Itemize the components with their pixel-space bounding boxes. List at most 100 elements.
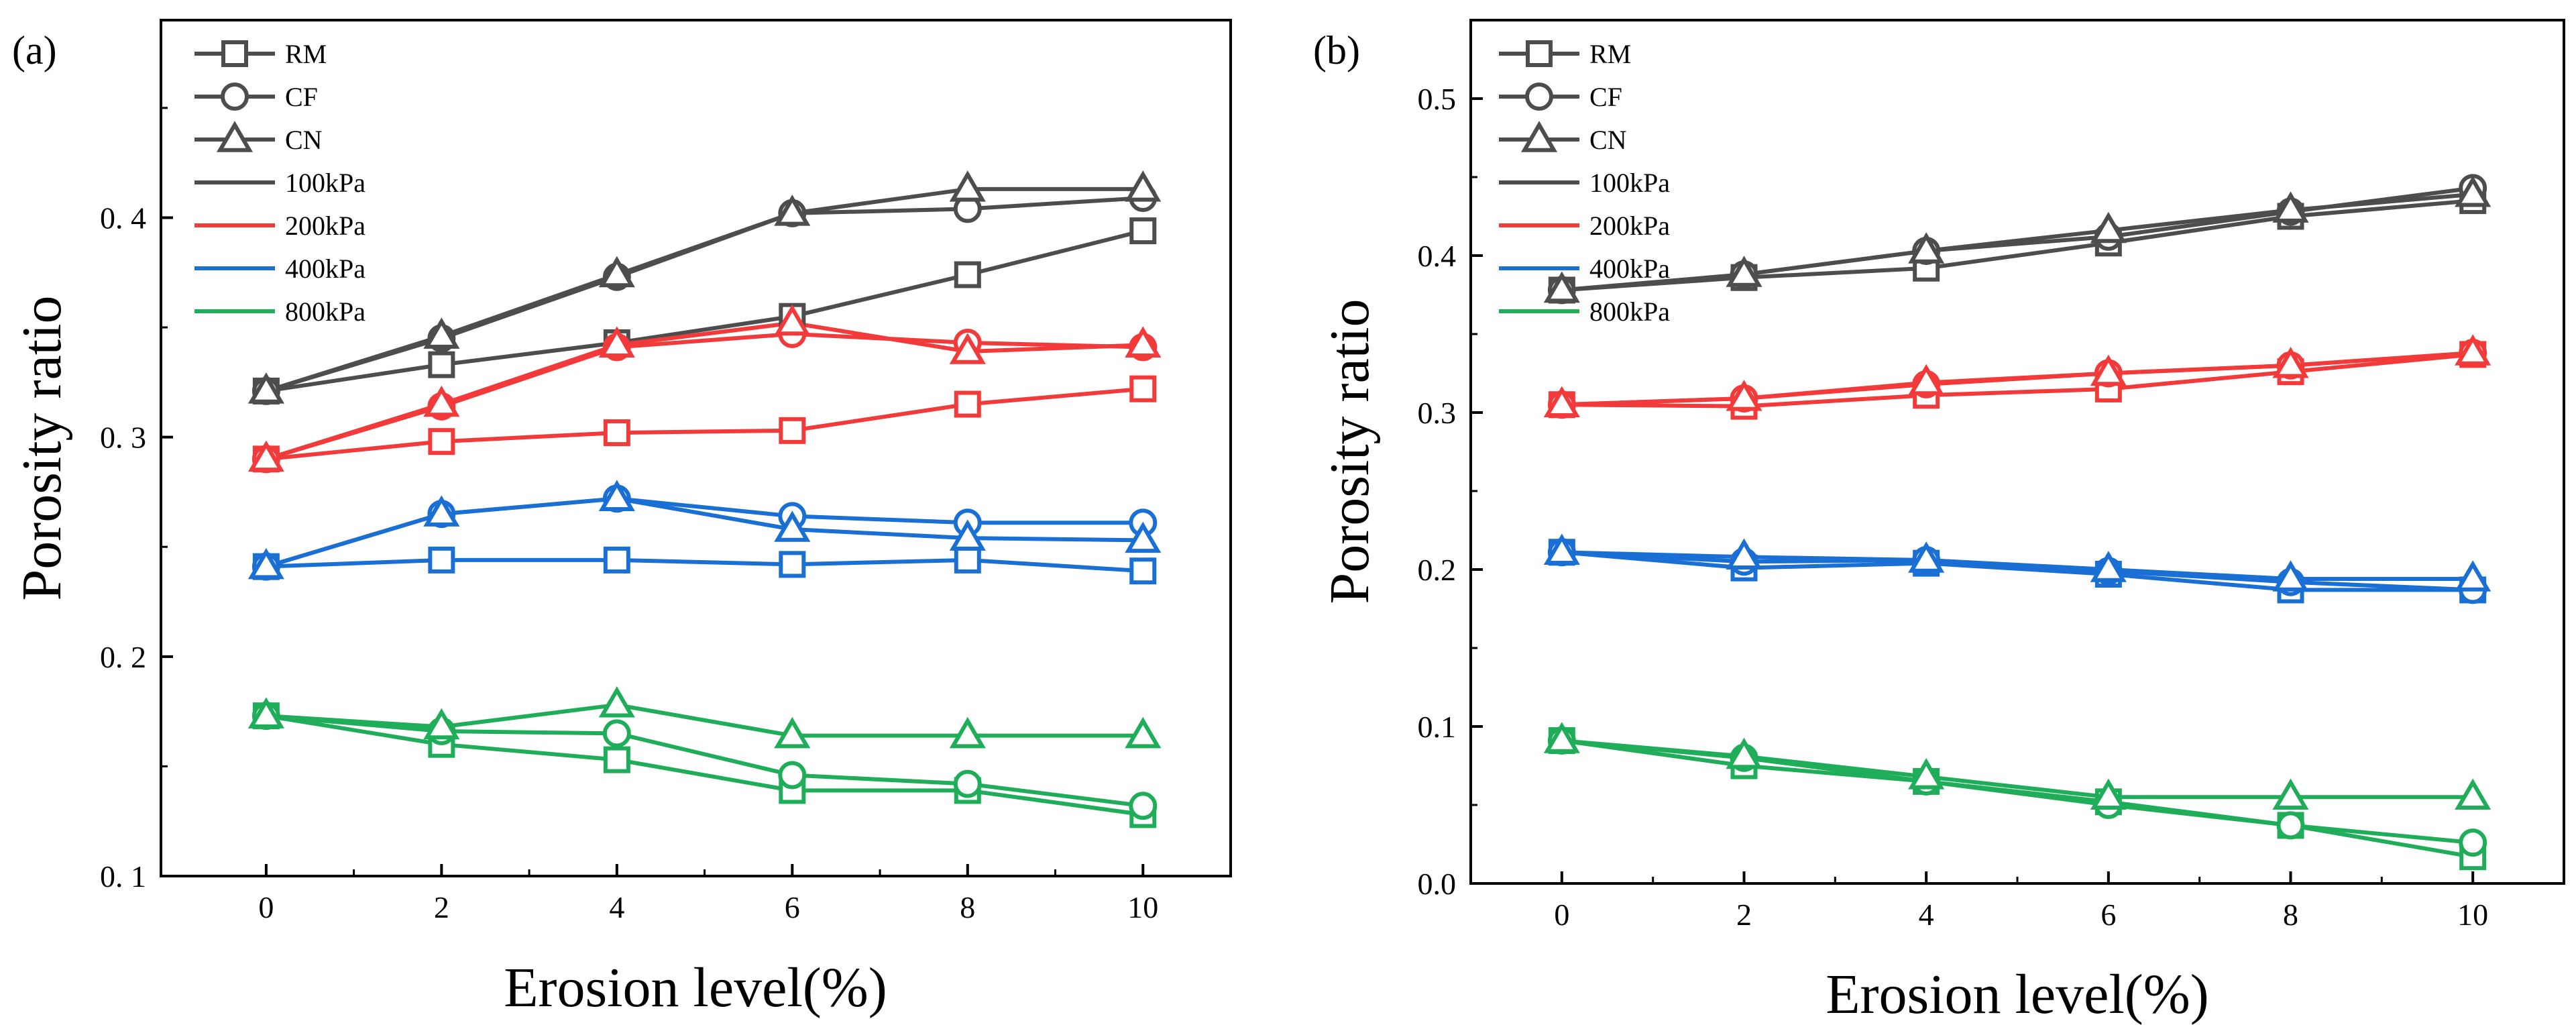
panel-b-xtick-label: 0: [1554, 898, 1569, 932]
panel-b-series-line: [1561, 351, 2473, 407]
panel-b-data-point: [2090, 354, 2127, 386]
panel-a-data-point: [774, 510, 811, 542]
panel-a-data-point: [954, 261, 981, 288]
panel-b-ytick-label: 0.1: [1418, 710, 1457, 744]
panel-a-legend-label: 100kPa: [285, 168, 366, 198]
panel-b-data-point: [1543, 722, 1580, 753]
panel-b: (b) Porosity ratio Erosion level(%) 0 2 4 6…: [1313, 19, 2565, 1026]
panel-a-ytick-label: 0. 1: [100, 859, 146, 894]
panel-a-xtick-label: 10: [1127, 890, 1158, 924]
panel-a-data-point: [603, 419, 630, 447]
panel-a-legend-label: 800kPa: [285, 296, 366, 327]
panel-a-legend-label: 200kPa: [285, 211, 366, 241]
panel-b-data-point: [1726, 380, 1762, 411]
panel-b-data-point: [1543, 386, 1580, 418]
panel-a-data-point: [598, 686, 635, 718]
panel-a-data-point: [598, 256, 635, 288]
panel-b-data-point: [1543, 533, 1580, 565]
panel-b-ytick-label: 0.4: [1418, 239, 1457, 273]
panel-b-xtick-label: 4: [1919, 898, 1934, 932]
panel-b-legend-marker: [1520, 121, 1558, 152]
panel-b-legend-label: CF: [1589, 82, 1622, 112]
panel-a-series-line: [265, 321, 1143, 462]
panel-a-data-point: [1129, 557, 1157, 585]
panel-a-xtick-label: 6: [785, 890, 800, 924]
panel-b-plot-frame: [1469, 19, 2565, 885]
panel-b-data-point: [1908, 541, 1945, 573]
panel-b-legend-label: 200kPa: [1589, 211, 1670, 241]
panel-a-series-line: [266, 702, 1143, 738]
panel-a-data-point: [247, 547, 284, 580]
panel-a-xlabel: Erosion level(%): [504, 957, 887, 1019]
panel-b-data-point: [1908, 232, 1945, 264]
panel-a-data-point: [1129, 375, 1157, 402]
panel-a-data-point: [778, 761, 807, 790]
panel-b-data-point: [2455, 560, 2491, 592]
panel-a-data-point: [1125, 326, 1162, 358]
panel-b-series-line: [1561, 550, 2473, 592]
panel-b-legend-marker: [1525, 83, 1553, 111]
panel-a-data-point: [774, 304, 811, 336]
panel-b-data-point: [2272, 191, 2309, 223]
panel-a-legend-marker: [221, 40, 248, 67]
panel-a-data-point: [774, 716, 811, 749]
panel-a-series-line: [265, 186, 1143, 393]
panel-a-data-point: [423, 495, 460, 527]
panel-a-data-point: [423, 708, 460, 740]
panel-b-xtick-label: 10: [2457, 898, 2488, 932]
panel-b-data-point: [1908, 758, 1945, 790]
panel-b-data-point: [2455, 778, 2491, 810]
panel-b-xtick-label: 8: [2283, 898, 2298, 932]
panel-b-xlabel: Erosion level(%): [1826, 963, 2208, 1026]
panel-a: (a) Porosity ratio Erosion level(%) 0 2 4 6…: [11, 19, 1232, 1019]
panel-b-data-point: [2455, 334, 2491, 366]
panel-b-data-point: [2272, 778, 2309, 810]
panel-b-data-point: [1726, 256, 1762, 287]
panel-a-ytick-label: 0. 3: [100, 421, 146, 455]
panel-b-data-point: [1726, 538, 1762, 570]
panel-b-legend-label: RM: [1589, 39, 1631, 69]
panel-a-data-point: [423, 317, 460, 349]
panel-a-data-point: [949, 333, 986, 364]
panel-a-data-point: [953, 769, 982, 798]
panel-b-data-point: [2090, 551, 2127, 582]
panel-a-data-point: [949, 170, 986, 202]
panel-b-legend: RM CF CN 100kPa 200kPa 400kPa 800kPa: [1499, 39, 1670, 327]
panel-a-data-point: [779, 551, 806, 578]
panel-b-data-point: [2459, 828, 2487, 857]
panel-a-data-point: [1125, 716, 1162, 749]
panel-a-data-point: [428, 351, 455, 378]
panel-b-legend-label: 400kPa: [1589, 254, 1670, 284]
panel-a-xtick-label: 8: [960, 890, 975, 924]
panel-b-data-point: [2272, 346, 2309, 378]
panel-a-series-line: [266, 496, 1143, 569]
panel-b-series-line: [1561, 739, 2473, 845]
panel-a-plot-frame: [160, 19, 1232, 877]
panel-b-legend-label: 100kPa: [1589, 168, 1670, 198]
panel-a-ytick-label: 0. 2: [100, 640, 146, 674]
panel-a-legend-marker: [216, 121, 254, 152]
panel-a-xtick-label: 0: [258, 890, 274, 924]
panel-b-ytick-label: 0.0: [1418, 867, 1457, 901]
panel-a-data-point: [602, 719, 631, 748]
panel-a-data-point: [954, 390, 981, 418]
panel-b-ytick-label: 0.2: [1418, 553, 1457, 587]
panel-b-data-point: [2276, 811, 2305, 840]
panel-b-data-point: [1908, 364, 1945, 396]
panel-a-data-point: [603, 546, 630, 574]
panel-b-data-point: [2090, 778, 2127, 810]
panel-b-data-point: [1543, 271, 1580, 303]
panel-b-series-line: [1561, 550, 2473, 592]
panel-b-data-point: [2090, 211, 2127, 244]
panel-a-data-point: [428, 428, 455, 455]
panel-b-series-area: [1543, 174, 2491, 871]
panel-b-label: (b): [1313, 28, 1360, 72]
panel-a-series-line: [266, 557, 1143, 574]
panel-a-data-point: [779, 417, 806, 444]
panel-b-data-point: [2455, 175, 2491, 207]
panel-b-series-line: [1561, 352, 2473, 409]
panel-a-data-point: [247, 440, 284, 472]
panel-a-legend-label: CN: [285, 125, 323, 155]
panel-b-ylabel: Porosity ratio: [1319, 299, 1381, 604]
